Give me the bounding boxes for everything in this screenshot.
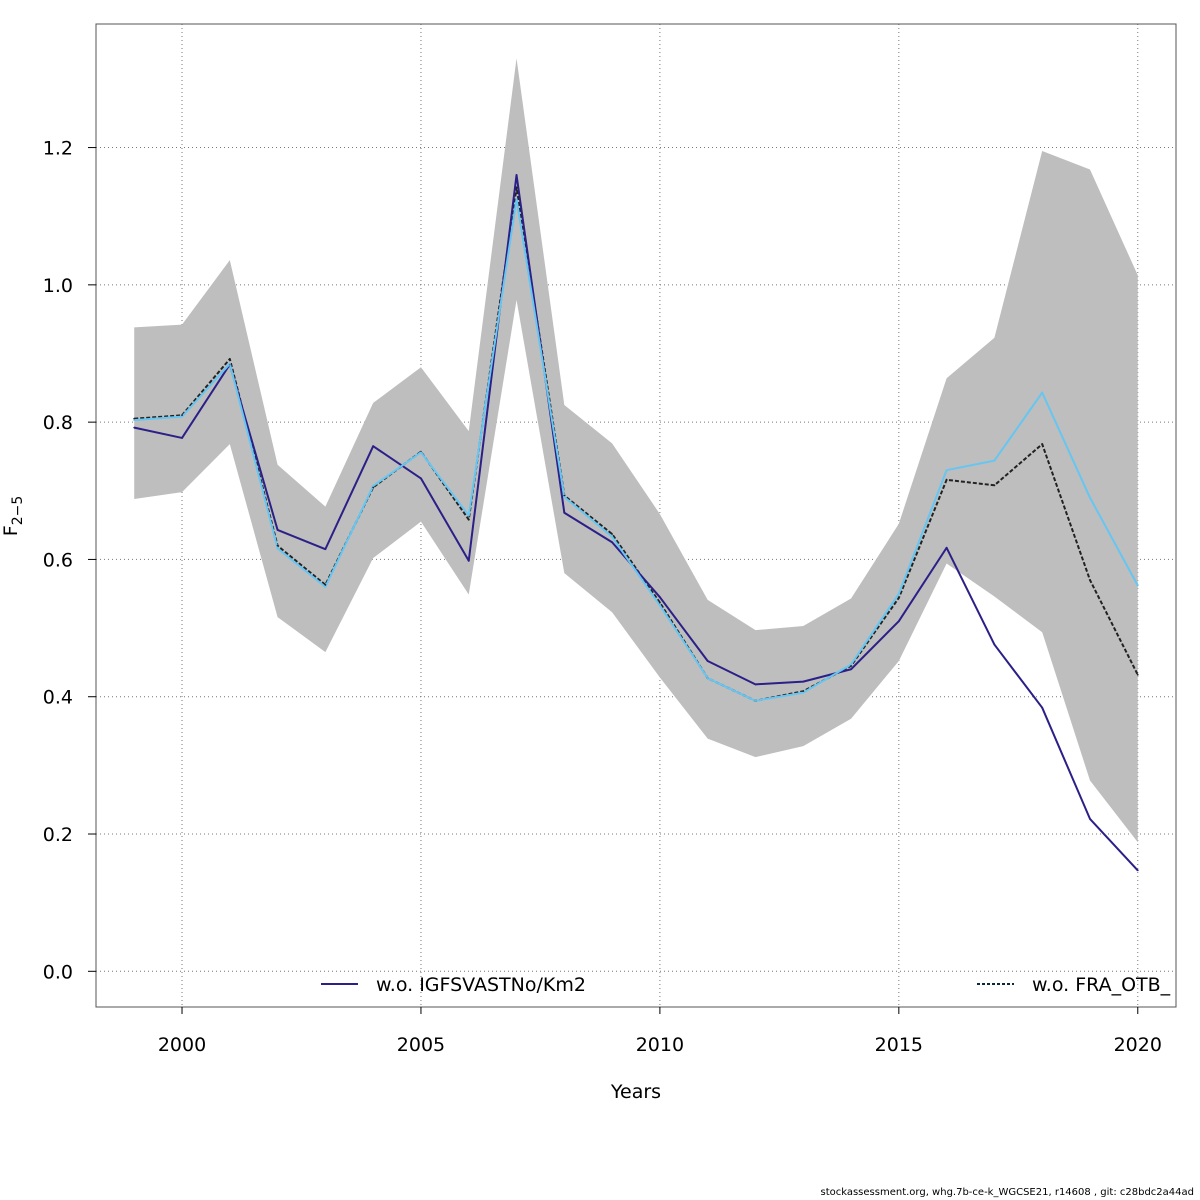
series-1-point-11 [658,596,661,599]
y-tick-label-4: 0.8 [43,412,73,434]
series-0-point-14 [802,690,805,693]
y-tick-label-5: 1.0 [43,275,73,297]
series-2-point-13 [754,699,757,702]
series-2-point-10 [611,535,614,538]
x-tick-label-4: 2020 [1114,1034,1162,1056]
series-2-point-1 [181,415,183,418]
series-1-point-16 [897,620,900,623]
series-2-point-14 [802,691,805,694]
y-tick-label-3: 0.6 [43,549,73,571]
series-2-point-19 [1041,391,1044,394]
series-2-point-17 [945,469,948,472]
series-line-0 [134,186,1139,702]
series-2-point-7 [467,514,470,517]
series-0-point-19 [1041,443,1044,446]
series-0-point-17 [945,478,948,481]
series-2-point-15 [850,663,852,666]
footer-credit: stockassessment.org, whg.7b-ce-k_WGCSE21… [820,1187,1194,1198]
y-tick-label-2: 0.4 [43,687,73,709]
series-1-point-7 [467,559,470,562]
legend-label-0: w.o. IGFSVASTNo/Km2 [376,974,586,996]
series-1-point-3 [276,529,279,531]
series-2-point-12 [706,677,709,680]
series-0-point-2 [228,358,231,360]
series-2-point-11 [658,604,661,607]
series-1-point-4 [324,548,327,551]
series-1-point-18 [993,643,996,646]
series-line-2 [134,198,1139,702]
series-0-point-7 [467,518,470,521]
series-2-point-4 [324,585,327,588]
series-0-point-21 [1136,673,1139,676]
series-0-point-9 [563,494,566,497]
series-2-point-9 [563,496,566,498]
x-tick-label-1: 2005 [397,1034,445,1056]
series-0-point-16 [897,596,900,599]
confidence-band-group [134,58,1138,843]
series-2-point-21 [1136,584,1139,587]
series-0-point-4 [324,583,327,586]
series-2-point-16 [897,592,900,595]
y-axis: 0.0 0.2 0.4 0.6 0.8 1.0 1.2 [43,138,96,983]
series-0-point-10 [611,533,614,535]
x-axis: 2000 2005 2010 2015 2020 [158,1007,1162,1056]
series-1-point-0 [133,426,136,429]
series-0-point-8 [515,186,518,189]
series-0-point-15 [850,664,852,667]
series-0-point-11 [658,601,661,604]
y-tick-label-0: 0.0 [43,961,73,983]
series-2-point-0 [133,419,136,421]
series-2-point-8 [515,198,518,200]
series-2-point-18 [993,459,996,462]
series-1-point-12 [706,660,709,662]
x-axis-title: Years [610,1081,661,1103]
series-0-point-18 [993,484,996,487]
series-group [134,174,1139,872]
series-2-point-6 [420,451,422,454]
series-2-point-2 [228,362,231,365]
x-tick-label-0: 2000 [158,1034,206,1056]
series-2-point-5 [372,485,375,487]
series-0-point-5 [372,486,375,489]
series-1-point-8 [515,174,518,176]
series-1-point-15 [850,668,852,671]
y-axis-title-main: F [0,525,22,536]
series-1-point-13 [754,683,757,686]
series-0-point-20 [1089,579,1091,581]
series-1-point-21 [1136,869,1139,872]
series-2-point-20 [1089,496,1091,499]
series-1-point-20 [1089,818,1091,820]
x-tick-label-3: 2015 [875,1034,923,1056]
series-0-point-0 [133,417,136,420]
series-1-point-5 [372,445,375,448]
y-axis-title: F2−5 [0,496,26,536]
series-1-point-10 [611,541,614,544]
series-0-point-1 [181,414,183,417]
series-2-point-3 [276,547,279,550]
series-1-point-1 [181,437,183,439]
legend: w.o. IGFSVASTNo/Km2 w.o. FRA_OTB_ [321,974,1171,996]
series-0-point-3 [276,544,279,547]
y-tick-label-6: 1.2 [43,138,73,160]
series-1-point-17 [945,546,948,549]
svg-text:F2−5: F2−5 [0,496,26,536]
legend-label-1: w.o. FRA_OTB_ [1032,974,1171,996]
y-tick-label-1: 0.2 [43,824,73,846]
y-axis-title-subscript: 2−5 [10,496,26,526]
series-1-point-6 [420,477,422,480]
series-1-point-19 [1041,706,1044,709]
confidence-band [134,58,1138,843]
series-1-point-14 [802,680,805,683]
plot-frame [95,23,1177,1008]
x-tick-label-2: 2010 [636,1034,684,1056]
points-group [133,174,1139,872]
series-1-point-9 [563,511,566,514]
